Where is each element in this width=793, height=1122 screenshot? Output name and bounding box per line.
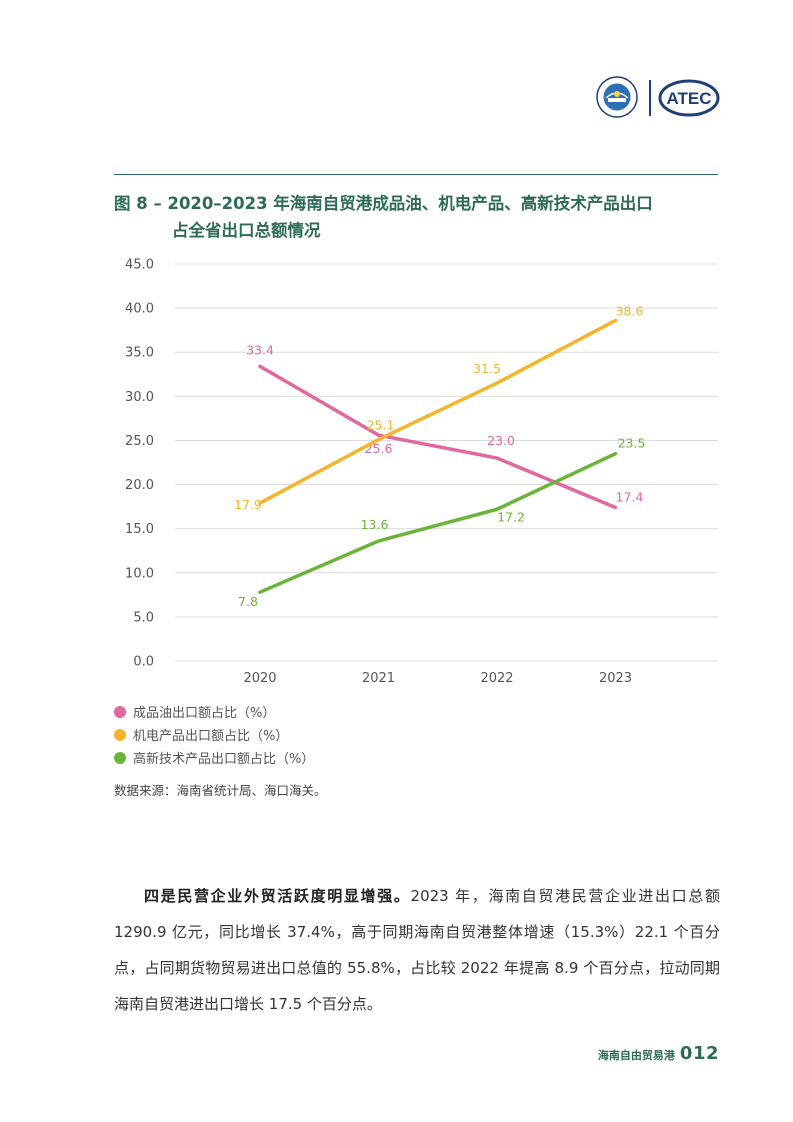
y-tick-label: 35.0 bbox=[125, 346, 154, 361]
figure-title-line2: 占全省出口总额情况 bbox=[172, 221, 321, 240]
legend-label: 高新技术产品出口额占比（%） bbox=[133, 752, 315, 767]
legend-label: 成品油出口额占比（%） bbox=[133, 706, 276, 721]
institute-seal-logo bbox=[596, 76, 638, 118]
data-label: 38.6 bbox=[616, 303, 644, 318]
data-label: 17.2 bbox=[497, 509, 525, 524]
page-number: 012 bbox=[679, 1043, 719, 1064]
series-line-3 bbox=[258, 451, 618, 594]
chart-legend: 成品油出口额占比（%） 机电产品出口额占比（%） 高新技术产品出口额占比（%） bbox=[114, 700, 314, 769]
atec-logo: ATEC bbox=[658, 79, 720, 117]
y-tick-label: 15.0 bbox=[125, 522, 154, 537]
page-footer: 海南自由贸易港 012 bbox=[598, 1043, 719, 1064]
y-tick-label: 25.0 bbox=[125, 434, 154, 449]
x-tick-label: 2021 bbox=[362, 671, 395, 686]
paragraph-body: 2023 年，海南自贸港民营企业进出口总额 1290.9 亿元，同比增长 37.… bbox=[114, 887, 720, 1013]
body-paragraph: 四是民营企业外贸活跃度明显增强。2023 年，海南自贸港民营企业进出口总额 12… bbox=[114, 878, 720, 1022]
series-line-1 bbox=[258, 364, 618, 510]
legend-swatch bbox=[114, 728, 126, 741]
line-chart: 45.0 40.0 35.0 30.0 25.0 20.0 15.0 10.0 5.0 0.0 20… bbox=[125, 258, 718, 686]
data-label: 31.5 bbox=[473, 361, 501, 376]
x-tick-label: 2020 bbox=[243, 671, 276, 686]
data-source: 数据来源：海南省统计局、海口海关。 bbox=[114, 783, 327, 798]
figure-title: 图 8 – 2020–2023 年海南自贸港成品油、机电产品、高新技术产品出口 … bbox=[114, 190, 718, 244]
legend-swatch bbox=[114, 751, 126, 764]
y-tick-label: 5.0 bbox=[133, 610, 154, 625]
header-logos: ATEC bbox=[596, 76, 721, 120]
data-label: 23.5 bbox=[618, 436, 646, 451]
paragraph-lead: 四是民营企业外贸活跃度明显增强。 bbox=[144, 887, 411, 905]
y-tick-label: 45.0 bbox=[125, 258, 154, 273]
legend-item: 成品油出口额占比（%） bbox=[114, 700, 314, 723]
legend-item: 机电产品出口额占比（%） bbox=[114, 723, 314, 746]
data-label: 17.4 bbox=[616, 489, 644, 504]
data-label: 23.0 bbox=[487, 433, 515, 448]
data-label: 13.6 bbox=[361, 517, 389, 532]
y-tick-label: 0.0 bbox=[133, 655, 154, 670]
x-tick-label: 2023 bbox=[599, 671, 632, 686]
legend-label: 机电产品出口额占比（%） bbox=[133, 729, 289, 744]
data-label: 7.8 bbox=[238, 594, 258, 609]
data-label: 33.4 bbox=[246, 342, 274, 357]
y-tick-label: 40.0 bbox=[125, 302, 154, 317]
data-label: 25.1 bbox=[367, 418, 395, 433]
logo-divider bbox=[649, 80, 651, 116]
legend-swatch bbox=[114, 705, 126, 718]
footer-label: 海南自由贸易港 bbox=[597, 1049, 675, 1062]
y-tick-label: 30.0 bbox=[125, 390, 154, 405]
legend-item: 高新技术产品出口额占比（%） bbox=[114, 746, 314, 769]
data-label: 17.9 bbox=[234, 497, 262, 512]
x-tick-label: 2022 bbox=[480, 671, 513, 686]
y-tick-label: 10.0 bbox=[125, 566, 154, 581]
atec-logo-text: ATEC bbox=[666, 89, 711, 108]
y-tick-label: 20.0 bbox=[125, 478, 154, 493]
figure-title-line1: 图 8 – 2020–2023 年海南自贸港成品油、机电产品、高新技术产品出口 bbox=[114, 194, 653, 213]
series-line-2 bbox=[258, 318, 618, 505]
top-rule bbox=[114, 174, 718, 175]
